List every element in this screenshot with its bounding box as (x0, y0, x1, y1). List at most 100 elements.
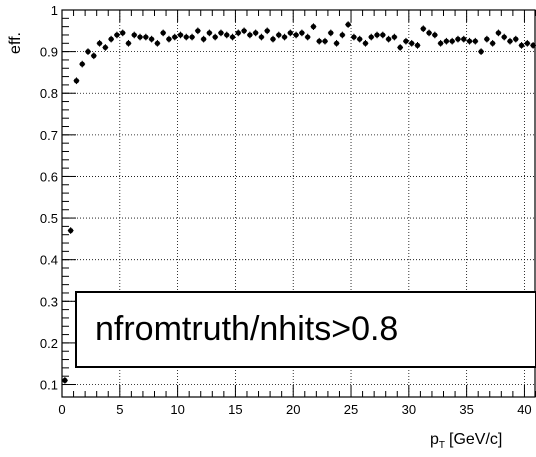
data-point (137, 33, 143, 41)
data-marker (333, 40, 340, 46)
data-marker (287, 30, 293, 36)
data-point (327, 29, 334, 37)
data-marker (189, 34, 195, 40)
x-tick-label: 0 (58, 402, 65, 417)
data-point (108, 35, 115, 43)
data-marker (316, 38, 322, 44)
data-marker (253, 30, 259, 36)
data-marker (391, 34, 397, 40)
data-marker (177, 32, 184, 38)
data-point (368, 33, 375, 41)
data-point (483, 35, 490, 43)
data-point (148, 35, 155, 43)
data-point (264, 27, 271, 35)
data-point (495, 29, 502, 37)
data-marker (368, 34, 374, 40)
data-marker (108, 36, 114, 42)
data-marker (414, 42, 421, 48)
y-tick-label: 0.6 (40, 169, 58, 184)
data-points (62, 21, 536, 384)
data-marker (443, 38, 450, 44)
x-tick-label: 10 (170, 402, 184, 417)
data-point (351, 33, 357, 41)
data-point (212, 33, 219, 41)
data-point (270, 35, 276, 43)
data-point (512, 35, 519, 43)
data-marker (247, 32, 253, 38)
x-tick-label: 20 (286, 402, 300, 417)
data-marker (507, 38, 513, 44)
data-marker (426, 30, 432, 36)
data-marker (224, 32, 230, 38)
data-marker (305, 34, 311, 40)
data-point (235, 29, 242, 37)
data-point (171, 33, 178, 41)
data-marker (96, 40, 103, 46)
data-point (304, 33, 311, 41)
data-marker (137, 34, 143, 40)
data-point (391, 33, 398, 41)
y-tick-label: 0.1 (40, 378, 58, 393)
data-marker (125, 40, 132, 46)
data-point (287, 29, 294, 37)
data-point (345, 21, 352, 28)
x-axis-title-unit: [GeV/c] (449, 431, 502, 448)
data-marker (455, 36, 461, 42)
data-marker (91, 53, 97, 59)
data-marker (351, 34, 357, 40)
data-point (333, 39, 340, 47)
data-point (177, 31, 184, 39)
data-point (252, 29, 259, 37)
annotation-text: nfromtruth/nhits>0.8 (95, 310, 399, 348)
data-point (426, 29, 432, 37)
data-marker (68, 227, 74, 234)
data-point (90, 52, 97, 60)
data-marker (195, 28, 201, 34)
data-point (310, 23, 317, 30)
data-marker (183, 34, 189, 40)
data-point (200, 35, 207, 43)
data-point (96, 39, 103, 47)
data-marker (206, 30, 213, 36)
data-marker (299, 30, 305, 36)
data-marker (461, 36, 467, 42)
data-marker (501, 34, 507, 40)
data-point (437, 39, 444, 47)
data-marker (154, 40, 160, 46)
data-marker (114, 32, 120, 38)
x-axis-title-main: p (430, 431, 439, 448)
y-tick-label: 0.4 (40, 253, 58, 268)
data-point (218, 29, 224, 37)
data-marker (403, 38, 409, 44)
data-point (62, 377, 68, 384)
data-point (166, 35, 172, 43)
data-marker (432, 32, 438, 38)
data-point (67, 227, 74, 234)
data-point (102, 44, 109, 51)
data-point (223, 31, 230, 39)
data-marker (472, 38, 478, 44)
data-marker (62, 377, 68, 383)
data-marker (339, 32, 345, 38)
data-marker (166, 36, 172, 42)
x-tick-label: 40 (517, 402, 531, 417)
data-point (131, 31, 138, 39)
data-point (460, 35, 467, 43)
x-tick-label: 25 (344, 402, 358, 417)
data-marker (357, 36, 363, 42)
data-marker (490, 40, 496, 46)
y-tick-label: 0.2 (40, 336, 58, 351)
data-marker (148, 36, 155, 42)
data-point (478, 48, 484, 55)
data-point (524, 39, 531, 47)
data-marker (524, 40, 530, 46)
x-axis-title-sub: T (439, 440, 445, 451)
data-marker (79, 61, 85, 67)
data-point (189, 33, 195, 41)
data-marker (218, 30, 224, 36)
x-tick-label: 15 (228, 402, 242, 417)
y-tick-label: 0.5 (40, 211, 58, 226)
data-marker (449, 38, 455, 44)
data-point (472, 37, 479, 45)
data-point (397, 44, 404, 51)
